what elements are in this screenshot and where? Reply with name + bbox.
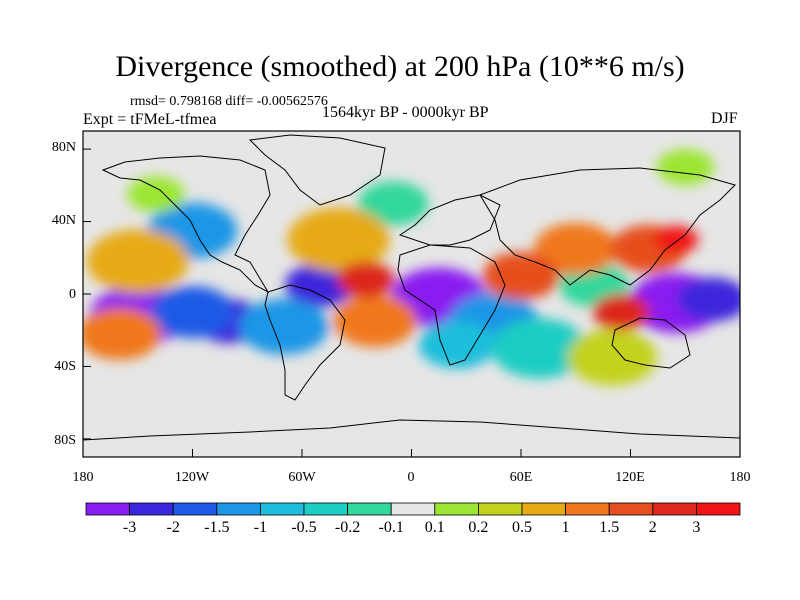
colorbar-label: -1.5 bbox=[204, 519, 230, 536]
colorbar-swatch bbox=[172, 502, 218, 516]
colorbar-swatch bbox=[565, 502, 610, 516]
lon-label: 120W bbox=[174, 470, 210, 485]
divergence-region bbox=[287, 207, 390, 272]
colorbar-label: -0.1 bbox=[378, 519, 404, 536]
lat-label: 80S bbox=[54, 433, 76, 448]
lat-label: 0 bbox=[69, 287, 76, 302]
season-label: DJF bbox=[711, 110, 738, 127]
divergence-region bbox=[127, 176, 185, 213]
colorbar-label: 1 bbox=[561, 519, 570, 536]
colorbar-label: 2 bbox=[648, 519, 657, 536]
colorbar-swatch bbox=[521, 502, 566, 516]
lon-label: 180 bbox=[72, 470, 94, 485]
divergence-region bbox=[238, 298, 329, 355]
divergence-region bbox=[653, 225, 699, 254]
colorbar-swatch bbox=[390, 502, 436, 516]
axis-ticks bbox=[82, 148, 741, 457]
divergence-region bbox=[418, 320, 496, 369]
colorbar bbox=[85, 502, 741, 516]
colorbar-label: -2 bbox=[166, 519, 180, 536]
divergence-region bbox=[656, 149, 715, 186]
experiment-label: Expt = tFMeL-tfmea bbox=[83, 111, 217, 128]
colorbar-swatch bbox=[347, 502, 392, 516]
divergence-field bbox=[83, 149, 740, 386]
divergence-region bbox=[677, 277, 740, 322]
colorbar-label: 1.5 bbox=[599, 519, 620, 536]
divergence-region bbox=[567, 329, 658, 386]
lon-label: 60W bbox=[288, 470, 316, 485]
map-title: Divergence (smoothed) at 200 hPa (10**6 … bbox=[115, 50, 685, 83]
colorbar-swatch bbox=[129, 502, 174, 516]
divergence-region bbox=[337, 261, 395, 298]
divergence-region bbox=[534, 222, 618, 275]
colorbar-swatch bbox=[259, 502, 305, 516]
divergence-region bbox=[482, 251, 560, 300]
divergence-region bbox=[491, 318, 588, 379]
colorbar-label: -0.5 bbox=[291, 519, 317, 536]
lon-label: 0 bbox=[407, 470, 415, 485]
divergence-region bbox=[285, 262, 356, 307]
divergence-region bbox=[150, 286, 235, 339]
colorbar-label: 0.5 bbox=[512, 519, 532, 536]
lon-label: 120E bbox=[615, 470, 645, 485]
divergence-region bbox=[333, 295, 417, 348]
time-period-label: 1564kyr BP - 0000kyr BP bbox=[322, 104, 489, 121]
colorbar-swatch bbox=[216, 502, 261, 516]
colorbar-swatch bbox=[85, 502, 130, 516]
colorbar-swatch bbox=[696, 502, 741, 516]
divergence-region bbox=[358, 181, 429, 226]
colorbar-swatch bbox=[477, 502, 523, 516]
rmsd-diff-stats: rmsd= 0.798168 diff= -0.00562576 bbox=[130, 94, 328, 109]
colorbar-label: -0.2 bbox=[334, 519, 361, 536]
colorbar-label: -1 bbox=[253, 519, 268, 536]
lon-label: 180 bbox=[729, 470, 751, 485]
divergence-region bbox=[86, 229, 189, 294]
colorbar-swatch bbox=[652, 502, 697, 516]
lon-label: 60E bbox=[509, 470, 533, 485]
lat-label: 40S bbox=[54, 359, 76, 374]
colorbar-swatch bbox=[608, 502, 654, 516]
coastlines bbox=[83, 134, 740, 441]
colorbar-label: 0.2 bbox=[468, 519, 489, 536]
divergence-region bbox=[592, 294, 651, 331]
colorbar-label: 3 bbox=[692, 519, 701, 536]
colorbar-swatch bbox=[434, 502, 479, 516]
lat-label: 40N bbox=[51, 213, 76, 228]
lat-label: 80N bbox=[51, 140, 76, 155]
divergence-region bbox=[83, 307, 162, 360]
colorbar-label: 0.1 bbox=[424, 519, 445, 536]
colorbar-label: -3 bbox=[122, 519, 137, 536]
colorbar-swatch bbox=[303, 502, 348, 516]
